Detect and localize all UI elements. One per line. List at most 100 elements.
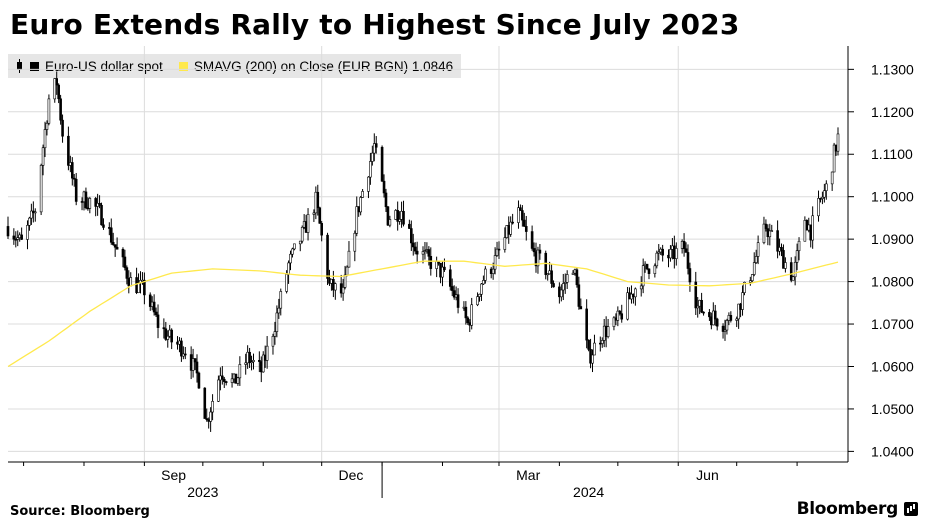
price-candle-body [347,250,351,268]
price-candle-body [577,284,581,307]
price-candle-body [277,307,281,314]
price-candle-body [647,268,651,274]
price-candle-body [478,293,481,297]
price-candle-body [484,268,487,281]
price-candle-body [639,285,643,290]
x-month-label: Sep [161,467,186,483]
price-candle-body [476,296,479,306]
price-candle-body [121,248,125,258]
price-candle-body [380,146,384,182]
price-candle-body [830,171,834,185]
price-candle-body [688,268,692,283]
price-candle-body [166,335,170,340]
price-candle-body [591,354,594,364]
price-candle-body [618,310,622,314]
price-candle-body [620,313,624,320]
price-candle-body [271,336,275,347]
y-tick-label: 1.0700 [871,316,914,332]
price-candle-body [811,215,814,241]
price-candle-body [780,247,783,251]
price-candle-body [320,223,323,236]
y-tick-label: 1.0600 [871,358,914,374]
price-candle-body [587,339,590,350]
price-candle-body [725,320,729,331]
price-candle-body [750,274,754,282]
price-candle-body [491,268,495,274]
price-candle-body [423,250,427,252]
x-month-label: Jun [696,467,719,483]
price-candle-body [374,143,378,148]
price-candle-body [20,234,23,240]
price-candle-body [661,248,664,256]
price-swatch [30,61,39,71]
y-tick-label: 1.1100 [871,146,913,162]
price-candle-body [593,342,596,356]
price-candle-body [511,221,514,224]
bloomberg-chart-icon [904,502,918,516]
price-candle-body [448,269,452,287]
price-candle-body [497,248,501,251]
price-candle-body [612,317,616,327]
price-candle-body [470,304,474,326]
price-candle-body [832,144,836,173]
price-candle-body [480,283,483,295]
price-candle-body [443,266,446,271]
price-candle-body [768,230,772,238]
price-candle-body [98,202,101,206]
price-candle-body [170,329,173,343]
price-candle-body [72,177,76,180]
price-candle-body [300,226,304,242]
price-candle-body [517,207,520,223]
price-candle-body [67,135,70,166]
price-candle-body [195,361,199,374]
brand-logo: Bloomberg [797,499,918,519]
price-candle-body [353,232,357,252]
price-candle-body [776,230,779,252]
price-candle-body [715,318,719,327]
price-candle-body [111,242,115,245]
price-candle-body [316,191,320,209]
price-candle-body [221,375,224,380]
price-candle-body [100,204,103,226]
y-tick-label: 1.0500 [871,401,914,417]
price-candle-body [205,418,209,420]
price-candle-body [793,261,797,278]
price-candle-body [252,360,255,363]
price-candle-body [521,210,524,221]
price-candle-body [191,358,195,371]
price-candle-body [825,183,828,191]
price-candle-body [410,228,413,244]
price-candle-body [523,219,526,227]
price-candle-body [493,255,497,270]
price-candle-body [795,250,799,263]
price-candle-body [817,198,820,217]
price-candle-body [59,98,62,121]
price-candle-body [334,283,337,291]
brand-name: Bloomberg [796,499,899,519]
price-candle-body [211,401,214,413]
price-candle-body [645,263,649,270]
price-candle-body [563,282,567,284]
price-candle-body [823,190,826,198]
price-candle-body [784,262,787,269]
price-candle-body [657,251,661,254]
y-tick-label: 1.0900 [871,231,914,247]
price-candle-body [754,256,758,263]
sma-200-line [7,260,839,368]
price-candle-body [102,224,105,228]
price-candle-body [384,192,388,208]
price-candle-body [279,291,283,309]
price-candle-body [367,176,370,192]
price-candle-body [224,381,228,383]
price-candle-body [265,345,269,361]
price-candle-body [26,225,29,240]
price-candle-body [12,235,16,240]
price-candle-body [359,197,362,213]
price-candle-body [115,246,119,250]
price-candle-body [429,256,433,269]
price-candle-body [538,249,542,254]
price-candle-body [821,196,824,199]
price-candle-body [441,266,444,278]
price-candle-body [298,240,302,245]
price-candle-body [61,119,64,137]
